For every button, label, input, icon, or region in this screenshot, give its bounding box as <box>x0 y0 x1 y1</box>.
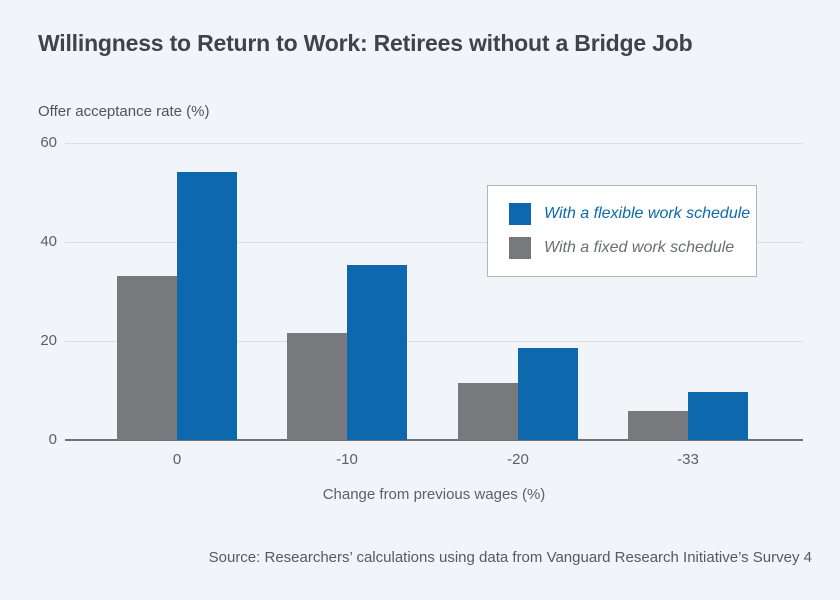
x-tick-label--10: -10 <box>336 451 358 468</box>
y-tick-label-40: 40 <box>40 233 57 250</box>
bar-fixed--33 <box>628 410 688 440</box>
x-axis-line <box>65 438 803 441</box>
bar-flexible-0 <box>177 172 237 440</box>
bar-flexible--20 <box>518 348 578 440</box>
bar-fixed--10 <box>287 332 347 440</box>
legend-row-fixed: With a fixed work schedule <box>509 237 740 259</box>
x-tick-label-0: 0 <box>172 451 182 468</box>
legend-swatch-fixed-icon <box>509 237 531 259</box>
legend-swatch-flexible-icon <box>509 203 531 225</box>
y-tick-label-60: 60 <box>40 134 57 151</box>
legend-label-flexible: With a flexible work schedule <box>544 205 751 222</box>
gridline-60 <box>65 142 803 144</box>
bar-flexible--33 <box>688 392 748 440</box>
gridline-40 <box>65 241 803 243</box>
bar-flexible--10 <box>347 264 407 440</box>
x-tick-label--20: -20 <box>507 451 529 468</box>
plot-area: 0 20 40 60 0 -10 -20 -33 <box>40 134 803 468</box>
legend-row-flexible: With a flexible work schedule <box>509 203 750 225</box>
bar-fixed-0 <box>117 275 177 440</box>
legend: With a flexible work schedule With a fix… <box>487 185 757 277</box>
chart-title: Willingness to Return to Work: Retirees … <box>38 30 693 56</box>
y-axis-caption: Offer acceptance rate (%) <box>38 103 210 120</box>
source-note: Source: Researchers’ calculations using … <box>208 549 812 566</box>
gridline-20 <box>65 340 803 342</box>
bar-fixed--20 <box>458 383 518 440</box>
y-tick-label-0: 0 <box>48 431 57 448</box>
y-tick-label-20: 20 <box>40 332 57 349</box>
legend-label-fixed: With a fixed work schedule <box>544 239 735 256</box>
x-axis-title: Change from previous wages (%) <box>322 486 546 503</box>
x-tick-label--33: -33 <box>677 451 699 468</box>
